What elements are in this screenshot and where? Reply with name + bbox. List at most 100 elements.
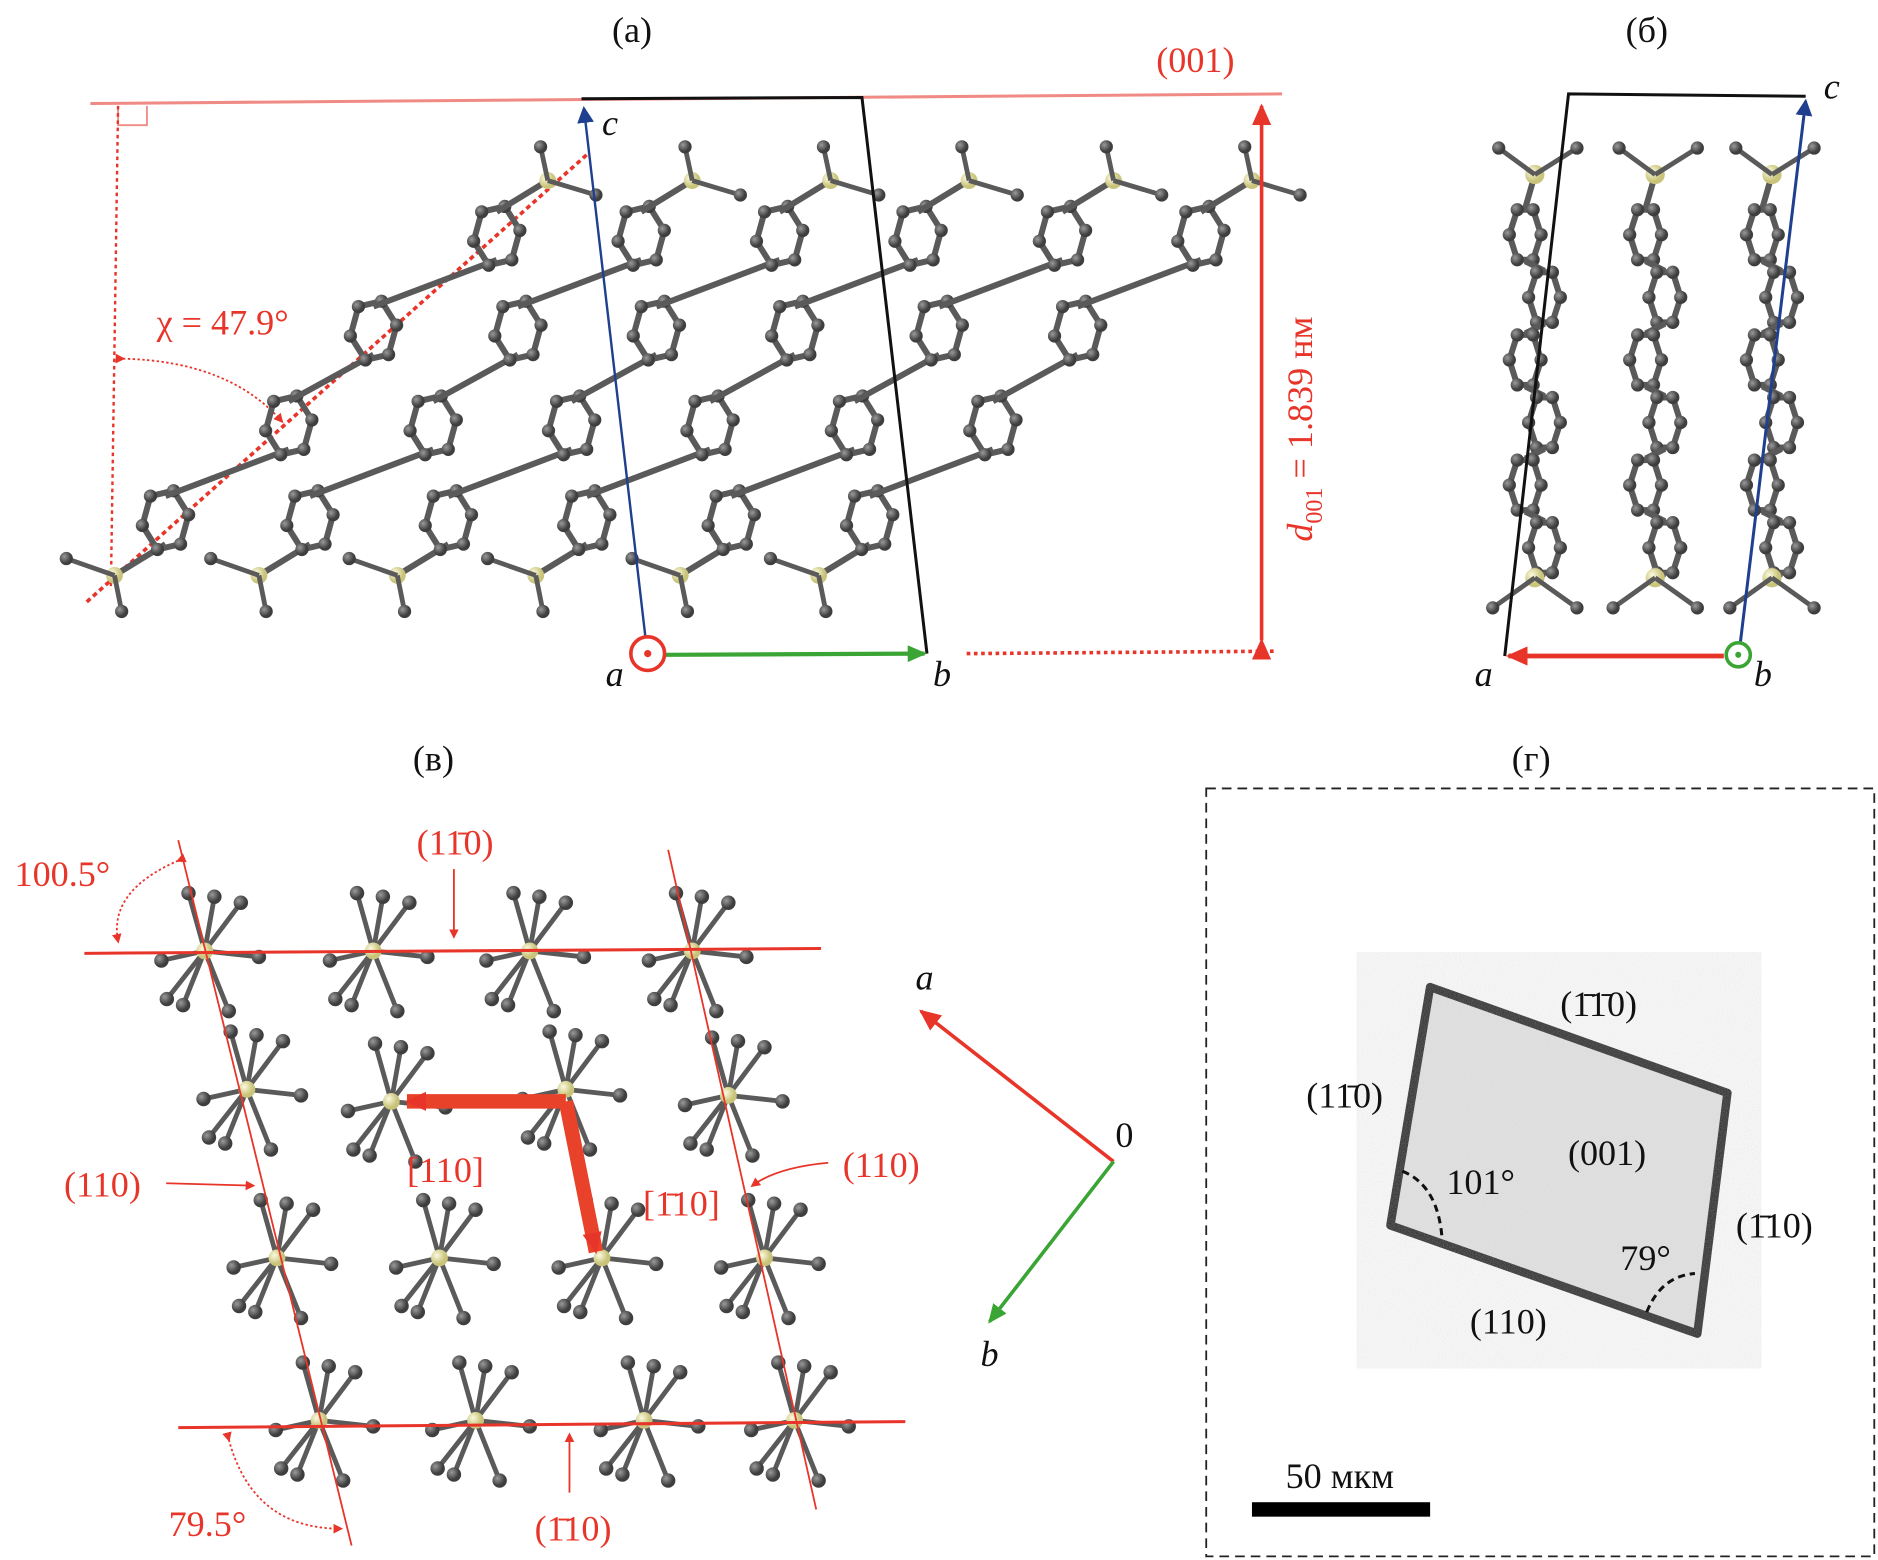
carbon-atom bbox=[816, 140, 831, 154]
carbon-atom bbox=[909, 329, 923, 343]
carbon-atom bbox=[441, 1196, 457, 1211]
bond bbox=[916, 177, 971, 215]
carbon-atom bbox=[1612, 141, 1626, 155]
carbon-atom bbox=[934, 223, 948, 238]
carbon-atom bbox=[204, 551, 218, 566]
carbon-atom bbox=[542, 1024, 557, 1039]
bond bbox=[527, 950, 557, 1013]
carbon-atom bbox=[634, 299, 648, 314]
carbon-atom bbox=[1782, 516, 1797, 530]
scale-bar bbox=[1251, 1502, 1431, 1517]
carbon-atom bbox=[862, 442, 877, 456]
carbon-atom bbox=[788, 253, 802, 267]
bond bbox=[1199, 177, 1254, 215]
carbon-atom bbox=[1502, 228, 1516, 242]
carbon-atom bbox=[305, 1202, 321, 1217]
carbon-atom bbox=[532, 889, 547, 904]
bond bbox=[300, 1361, 322, 1422]
carbon-atom bbox=[573, 1304, 588, 1320]
carbon-atom bbox=[344, 997, 359, 1013]
carbon-atom bbox=[273, 1461, 289, 1476]
carbon-atom bbox=[647, 991, 662, 1007]
bond bbox=[529, 948, 585, 960]
carbon-atom bbox=[1529, 390, 1544, 405]
bond bbox=[691, 948, 747, 960]
carbon-atom bbox=[924, 353, 938, 367]
panel-b-label: (б) bbox=[1626, 10, 1668, 50]
carbon-atom bbox=[1545, 315, 1560, 329]
bond bbox=[652, 949, 695, 1001]
carbon-atom bbox=[452, 1355, 467, 1370]
carbon-atom bbox=[664, 347, 679, 362]
carbon-atom bbox=[572, 542, 586, 557]
carbon-atom bbox=[381, 347, 396, 362]
carbon-atom bbox=[1623, 353, 1637, 367]
carbon-atom bbox=[1078, 223, 1093, 238]
bond bbox=[709, 1036, 731, 1097]
bond bbox=[938, 257, 1064, 310]
carbon-atom bbox=[411, 394, 425, 408]
plane-line-right bbox=[667, 849, 818, 1510]
carbon-atom bbox=[526, 347, 540, 362]
sulfur-atom bbox=[557, 1080, 575, 1098]
carbon-atom bbox=[699, 1142, 714, 1157]
plane-left-pointer bbox=[166, 1180, 256, 1191]
bond bbox=[655, 257, 781, 310]
bond bbox=[164, 949, 207, 1001]
carbon-atom bbox=[683, 1136, 698, 1151]
carbon-atom bbox=[971, 394, 985, 408]
carbon-atom bbox=[402, 895, 417, 910]
carbon-atom bbox=[589, 188, 603, 202]
bond bbox=[762, 1208, 803, 1260]
carbon-atom bbox=[375, 889, 391, 904]
carbon-atom bbox=[557, 518, 571, 533]
carbon-atom bbox=[259, 424, 273, 438]
bond bbox=[726, 1045, 767, 1097]
carbon-atom bbox=[475, 205, 489, 219]
unit-cell-edge bbox=[581, 95, 929, 654]
carbon-atom bbox=[1486, 601, 1500, 615]
carbon-atom bbox=[279, 1196, 294, 1211]
sulfur-atom bbox=[310, 1411, 328, 1429]
carbon-atom bbox=[1767, 516, 1781, 530]
bond bbox=[563, 1039, 604, 1091]
bond bbox=[868, 446, 994, 499]
carbon-atom bbox=[780, 353, 794, 367]
bond bbox=[1653, 575, 1699, 610]
carbon-atom bbox=[1631, 453, 1645, 467]
micrograph-frame bbox=[1205, 787, 1876, 1558]
carbon-atom bbox=[1654, 353, 1669, 367]
carbon-atom bbox=[426, 489, 440, 503]
carbon-atom bbox=[420, 1046, 435, 1061]
carbon-atom bbox=[1502, 353, 1516, 367]
bond bbox=[164, 446, 290, 499]
d001-label: d001 = 1.839 нм bbox=[1280, 317, 1328, 542]
bond bbox=[1060, 177, 1116, 215]
bond bbox=[489, 949, 532, 1001]
carbon-atom bbox=[593, 1422, 608, 1438]
bond bbox=[473, 1419, 502, 1482]
angle-right-label: 79° bbox=[1620, 1238, 1671, 1278]
carbon-atom bbox=[1666, 315, 1680, 329]
carbon-atom bbox=[947, 347, 961, 362]
carbon-atom bbox=[1526, 328, 1540, 342]
carbon-atom bbox=[1666, 265, 1680, 279]
bond bbox=[689, 896, 705, 952]
carbon-atom bbox=[221, 1003, 237, 1019]
carbon-atom bbox=[1606, 601, 1620, 615]
bond bbox=[547, 178, 597, 198]
carbon-atom bbox=[1553, 541, 1567, 555]
bond bbox=[641, 1365, 657, 1421]
carbon-atom bbox=[773, 299, 787, 314]
carbon-atom bbox=[1739, 353, 1754, 367]
carbon-atom bbox=[1674, 415, 1688, 430]
axis-c-label-b: c bbox=[1824, 67, 1840, 107]
carbon-atom bbox=[456, 1310, 471, 1326]
carbon-atom bbox=[1646, 328, 1661, 342]
carbon-atom bbox=[1179, 205, 1193, 219]
direction-1bar10-arrow bbox=[558, 1099, 604, 1255]
carbon-atom bbox=[649, 253, 663, 267]
carbon-atom bbox=[533, 140, 548, 154]
angle-arc-top bbox=[111, 853, 187, 944]
bond bbox=[367, 1100, 394, 1157]
